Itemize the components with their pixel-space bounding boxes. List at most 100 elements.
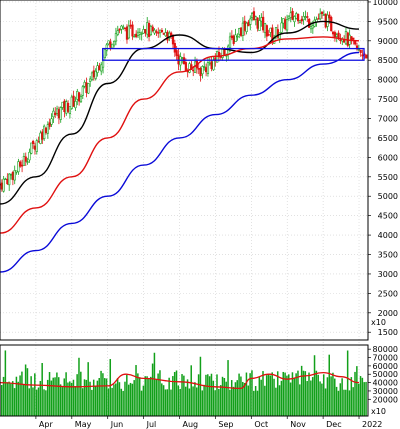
volume-bar xyxy=(2,376,5,416)
volume-bar xyxy=(197,374,200,416)
price-tick-label: 9500 xyxy=(378,17,398,26)
candle-body xyxy=(311,25,314,29)
price-tick-label: 5500 xyxy=(378,173,398,182)
candle-body xyxy=(162,33,165,35)
volume-bar xyxy=(19,375,21,416)
candle-body xyxy=(330,17,333,32)
candle-body xyxy=(153,29,156,34)
volume-bar xyxy=(339,383,342,416)
candle-body xyxy=(122,26,125,29)
candle-body xyxy=(331,31,335,35)
volume-bar xyxy=(159,370,161,416)
volume-bar xyxy=(225,381,227,416)
candle-body xyxy=(177,54,180,65)
x-tick-label: Aug xyxy=(183,420,199,429)
candle-body xyxy=(241,22,245,36)
candle-body xyxy=(205,67,208,73)
volume-bar xyxy=(10,383,12,416)
candle-body xyxy=(324,13,327,28)
candle-body xyxy=(20,164,24,167)
candle-body xyxy=(37,141,40,143)
volume-bar xyxy=(357,383,360,416)
candle-body xyxy=(184,62,187,71)
x-tick-label: Jul xyxy=(146,420,157,429)
volume-bar xyxy=(148,378,150,416)
candle-body xyxy=(201,66,204,75)
candle-body xyxy=(109,41,112,48)
candle-body xyxy=(138,32,141,35)
volume-bar xyxy=(229,389,231,416)
volume-bar xyxy=(172,376,174,416)
candle-body xyxy=(72,95,75,107)
candle-body xyxy=(46,124,49,134)
volume-bar xyxy=(289,382,292,416)
candle-body xyxy=(2,178,5,192)
support-zone-box xyxy=(102,47,365,61)
candle-body xyxy=(302,16,305,21)
candle-body xyxy=(28,151,31,161)
volume-bar xyxy=(282,371,284,416)
candle-body xyxy=(147,23,151,37)
candle-body xyxy=(112,40,116,46)
candle-body xyxy=(230,35,233,39)
volume-tick-label: 70000 xyxy=(373,354,398,363)
volume-bar xyxy=(234,382,237,416)
volume-bar xyxy=(34,373,36,416)
volume-bar xyxy=(67,382,69,416)
candle-body xyxy=(333,32,337,38)
candle-body xyxy=(236,35,239,38)
volume-bar xyxy=(129,382,132,416)
volume-bar xyxy=(65,372,67,416)
x-tick-label: May xyxy=(75,420,92,429)
candle-body xyxy=(188,63,191,73)
volume-bar xyxy=(170,389,172,416)
volume-scale-note: x10 xyxy=(371,407,386,416)
candle-body xyxy=(129,24,132,27)
volume-bar xyxy=(81,388,84,416)
moving-averages xyxy=(0,20,365,273)
candle-body xyxy=(120,25,123,30)
candle-body xyxy=(199,68,202,77)
volume-bar xyxy=(219,385,222,416)
candle-body xyxy=(304,16,307,18)
volume-bar xyxy=(142,385,145,416)
candle-body xyxy=(306,16,309,18)
candle-body xyxy=(254,16,257,20)
price-tick-label: 7500 xyxy=(378,95,398,104)
candle-body xyxy=(96,65,99,73)
price-tick-label: 2000 xyxy=(378,309,398,318)
volume-bar xyxy=(184,386,187,416)
volume-bar xyxy=(179,388,181,416)
volume-bar xyxy=(365,381,367,416)
candle-body xyxy=(208,62,211,65)
volume-bar xyxy=(210,373,213,416)
volume-bar xyxy=(168,377,170,416)
volume-bar xyxy=(87,362,89,416)
candle-body xyxy=(81,86,84,96)
candle-body xyxy=(68,106,72,115)
candle-body xyxy=(94,70,97,79)
price-tick-label: 7000 xyxy=(378,115,398,124)
volume-bar xyxy=(245,372,248,416)
candle-body xyxy=(300,18,303,22)
volume-bar xyxy=(6,382,8,416)
volume-bar xyxy=(356,366,358,416)
volume-bar xyxy=(251,370,253,416)
candle-body xyxy=(206,62,210,74)
candle-body xyxy=(278,32,281,39)
price-tick-label: 8500 xyxy=(378,56,398,65)
volume-bar xyxy=(317,374,319,416)
volume-bar xyxy=(96,380,99,416)
candle-body xyxy=(181,57,184,59)
candle-body xyxy=(114,33,118,42)
volume-bar xyxy=(315,370,318,416)
volume-bar xyxy=(207,374,209,416)
volume-bar xyxy=(177,385,180,416)
candle-body xyxy=(354,41,357,45)
price-panel-frame xyxy=(0,0,369,341)
volume-bar xyxy=(205,374,207,416)
volume-bar xyxy=(113,384,115,416)
volume-bar xyxy=(43,389,45,416)
candle-body xyxy=(131,24,134,37)
volume-bar xyxy=(85,379,88,416)
